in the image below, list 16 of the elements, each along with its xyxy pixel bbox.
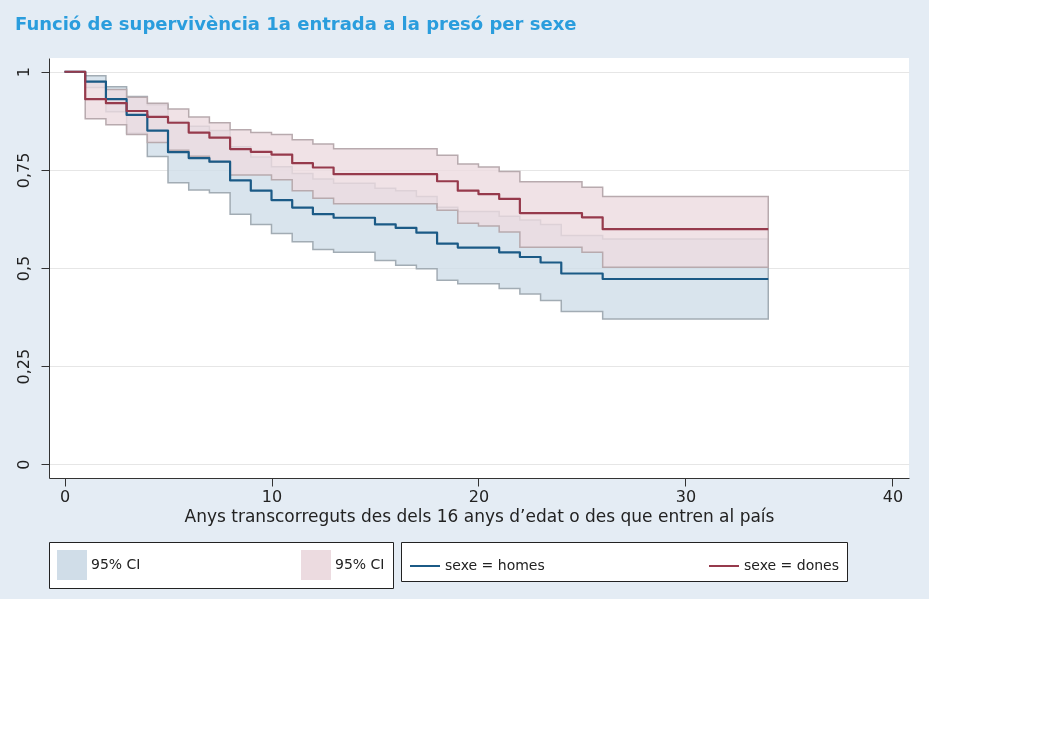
y-tick-label: 0,75 — [13, 152, 33, 189]
y-tick-label: 0,25 — [13, 348, 33, 385]
legend-label: 95% CI — [91, 556, 141, 572]
x-tick-label: 30 — [675, 486, 697, 506]
x-tick-label: 20 — [468, 486, 490, 506]
legend-label: sexe = homes — [445, 557, 545, 573]
legend-label: 95% CI — [335, 556, 385, 572]
y-tick-label: 0,5 — [13, 255, 33, 282]
x-axis-title: Anys transcorreguts des dels 16 anys d’edat o des que entren al país — [184, 505, 775, 526]
x-tick-label: 40 — [882, 486, 904, 506]
chart-title: Funció de supervivència 1a entrada a la presó per sexe — [15, 13, 577, 34]
x-tick-label: 0 — [59, 486, 71, 506]
y-tick-label: 1 — [13, 67, 33, 78]
legend-label: sexe = dones — [744, 557, 839, 573]
y-tick-label: 0 — [13, 459, 33, 470]
x-tick-label: 10 — [261, 486, 283, 506]
